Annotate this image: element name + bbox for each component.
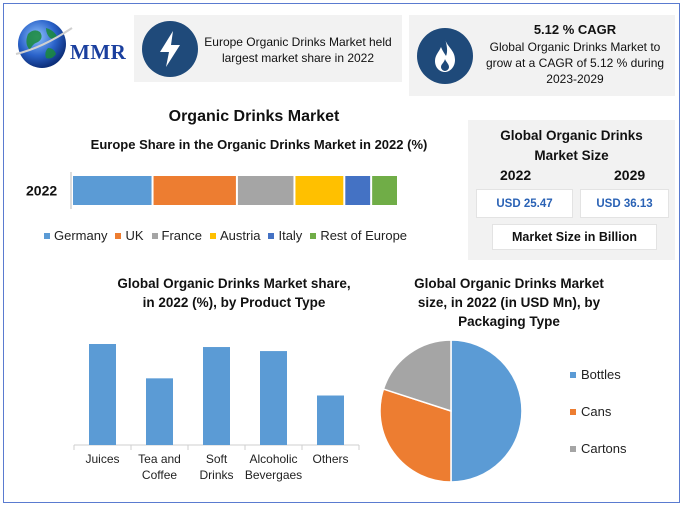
year-start: 2022 xyxy=(500,167,532,183)
bar-segment-rest-of-europe xyxy=(372,176,397,205)
europe-stacked-bar-chart: 2022 xyxy=(26,172,397,209)
product-chart-title-line2: in 2022 (%), by Product Type xyxy=(142,295,326,310)
card1-text-line1: Europe Organic Drinks Market held xyxy=(204,35,392,49)
unit-label: Market Size in Billion xyxy=(492,224,657,250)
main-title: Organic Drinks Market xyxy=(168,108,340,125)
market-size-panel: Global Organic Drinks Market Size 2022 2… xyxy=(468,120,675,260)
legend-label-bottles: Bottles xyxy=(581,367,621,382)
pie-slice-bottles xyxy=(450,339,523,483)
legend-swatch xyxy=(210,232,216,239)
x-tick-label-tea-and-coffee: Tea and Coffee xyxy=(138,452,181,482)
legend-label: Italy xyxy=(278,228,303,243)
packaging-chart-title-line2: size, in 2022 (in USD Mn), by xyxy=(417,295,601,310)
packaging-chart-title-line3: Packaging Type xyxy=(458,314,560,329)
legend-item-italy: Italy xyxy=(268,228,302,243)
product-chart-title: Global Organic Drinks Market share, in 2… xyxy=(84,274,384,312)
europe-chart-legend: Germany UK France Austria Italy Rest of Europ… xyxy=(44,228,415,243)
bar-tea-and-coffee xyxy=(146,378,173,445)
bar-segment-austria xyxy=(295,176,344,205)
market-size-title-line1: Global Organic Drinks xyxy=(500,128,643,143)
legend-swatch-cans xyxy=(570,409,576,415)
bar-segment-uk xyxy=(153,176,236,205)
bar-others xyxy=(317,395,344,445)
pie-slice-cans xyxy=(379,388,452,483)
pie-slice-cartons xyxy=(382,339,452,413)
product-chart-title-line1: Global Organic Drinks Market share, xyxy=(117,276,351,291)
bar-alcoholic-bevergaes xyxy=(260,351,287,445)
x-tick-label-soft-drinks: Soft Drinks xyxy=(199,452,233,482)
value-2022: USD 25.47 xyxy=(476,189,573,218)
bar-segment-germany xyxy=(73,176,152,205)
legend-swatch xyxy=(151,232,158,239)
europe-highlight-card: Europe Organic Drinks Market held larges… xyxy=(134,15,402,82)
legend-label: France xyxy=(161,228,202,243)
x-tick-label-juices: Juices xyxy=(85,452,119,466)
legend-swatch-bottles xyxy=(570,372,576,378)
legend-label: UK xyxy=(125,228,144,243)
legend-label: Rest of Europe xyxy=(320,228,408,243)
bar-juices xyxy=(89,344,116,445)
cagr-title: 5.12 % CAGR xyxy=(533,22,617,37)
legend-label-cans: Cans xyxy=(581,404,612,419)
legend-label: Austria xyxy=(220,228,261,243)
market-size-title-line2: Market Size xyxy=(534,148,609,163)
legend-swatch-cartons xyxy=(570,446,576,452)
card1-text-line2: largest market share in 2022 xyxy=(221,51,375,65)
card2-text-line1: Global Organic Drinks Market to xyxy=(489,40,661,54)
logo-text: MMR xyxy=(70,40,127,64)
legend-swatch xyxy=(268,232,275,239)
mmr-logo: MMR xyxy=(10,12,135,78)
legend-swatch xyxy=(115,232,122,239)
legend-item-uk: UK xyxy=(115,228,144,243)
legend-label: Germany xyxy=(54,228,108,243)
card2-text-line3: 2023-2029 xyxy=(546,72,604,86)
flame-icon xyxy=(417,28,473,84)
cagr-card: 5.12 % CAGR Global Organic Drinks Market… xyxy=(409,15,675,96)
globe-icon xyxy=(15,20,73,68)
lightning-icon xyxy=(142,21,198,77)
year-end: 2029 xyxy=(614,167,646,183)
legend-swatch xyxy=(44,232,50,239)
x-tick-label-alcoholic-bevergaes: Alcoholic Bevergaes xyxy=(245,452,302,482)
card2-text-line2: grow at a CAGR of 5.12 % during xyxy=(485,56,665,70)
bar-soft-drinks xyxy=(203,347,230,445)
legend-swatch xyxy=(310,232,317,239)
packaging-chart-title-line1: Global Organic Drinks Market xyxy=(414,276,604,291)
legend-item-rest-of-europe: Rest of Europe xyxy=(310,228,407,243)
packaging-chart-title: Global Organic Drinks Market size, in 20… xyxy=(376,274,642,331)
x-tick-label-others: Others xyxy=(312,452,348,466)
infographic-frame: MMR Europe Organic Drinks Market held la… xyxy=(3,3,680,503)
bar-segment-france xyxy=(237,176,294,205)
value-2029: USD 36.13 xyxy=(580,189,669,218)
legend-item-austria: Austria xyxy=(210,228,260,243)
bar-segment-italy xyxy=(345,176,371,205)
product-type-bar-chart: Juices Tea and Coffee Soft Drinks Alcoholic Be… xyxy=(73,344,360,482)
legend-label-cartons: Cartons xyxy=(581,441,627,456)
legend-item-france: France xyxy=(151,228,202,243)
packaging-pie-chart: Bottles Cans Cartons xyxy=(379,339,627,483)
category-label-2022: 2022 xyxy=(26,183,57,199)
europe-chart-title: Europe Share in the Organic Drinks Marke… xyxy=(90,137,428,152)
legend-item-germany: Germany xyxy=(44,228,107,243)
